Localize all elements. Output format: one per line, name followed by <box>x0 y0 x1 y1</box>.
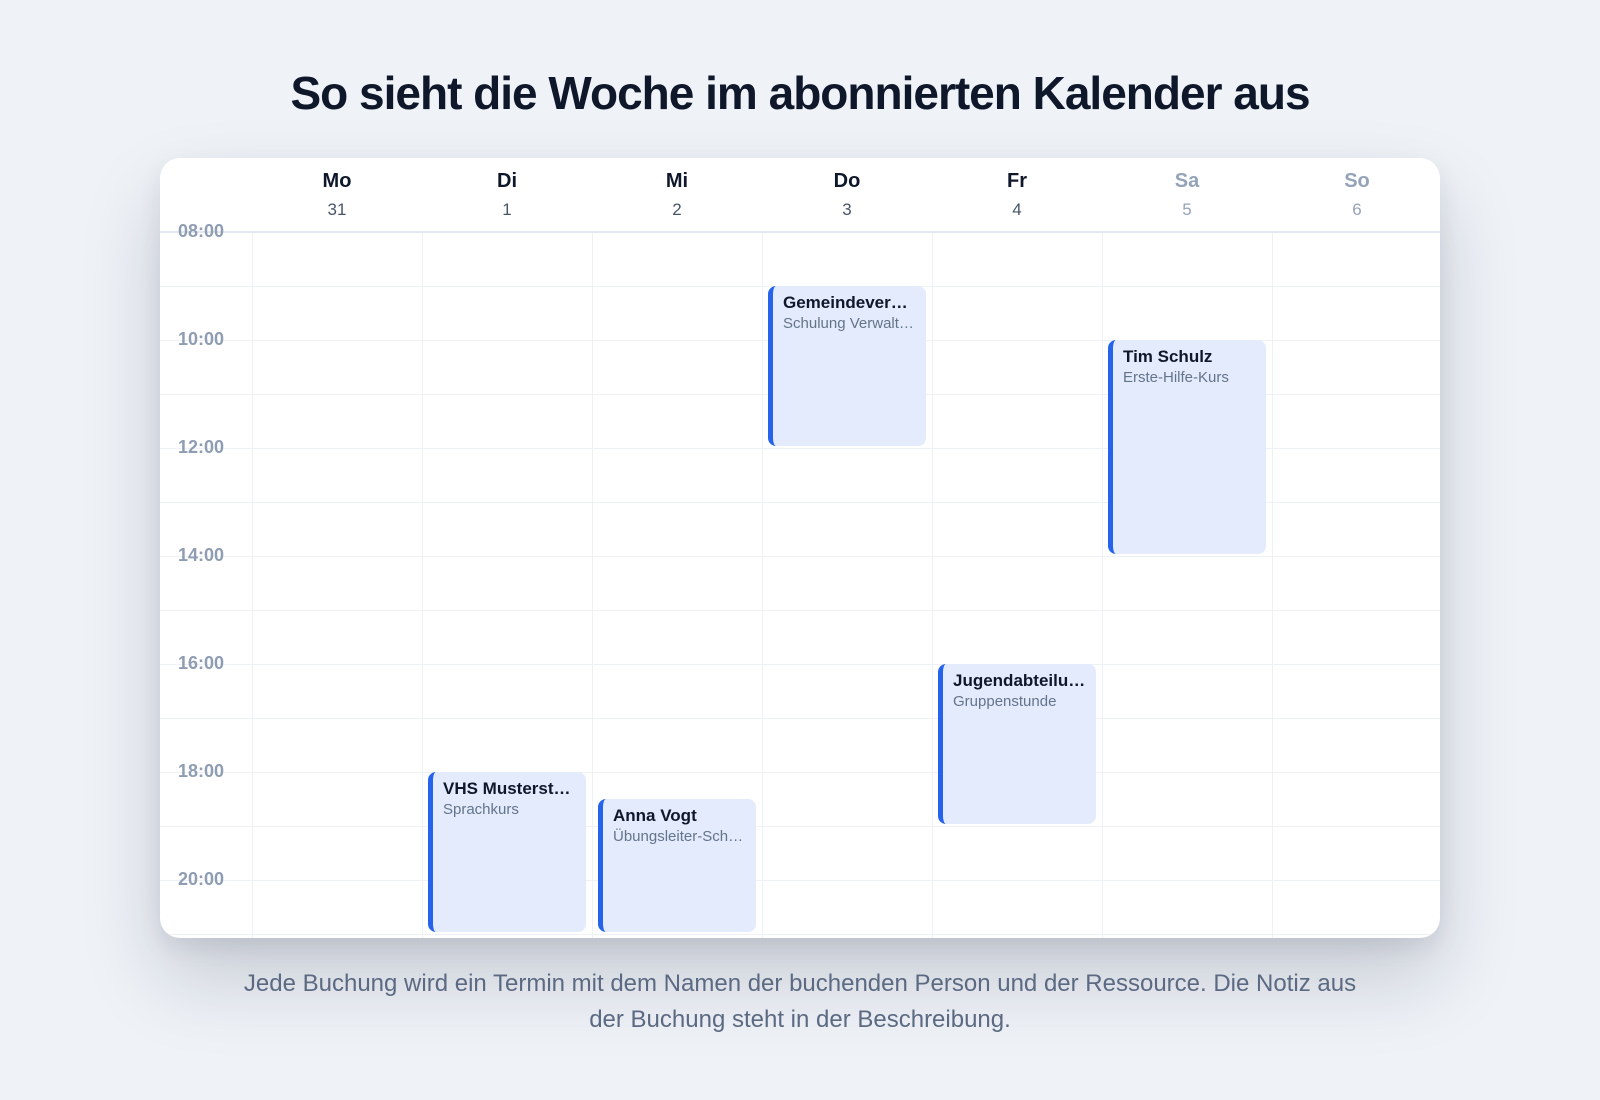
hour-gridline <box>160 880 1440 881</box>
day-header-sa[interactable]: Sa 5 <box>1102 158 1272 232</box>
event-title: Gemeindeverwaltung <box>783 293 918 312</box>
hour-gridline <box>160 556 1440 557</box>
time-label: 08:00 <box>178 221 225 241</box>
header-divider <box>160 231 1440 233</box>
calendar-event[interactable]: Tim Schulz Erste-Hilfe-Kurs <box>1108 340 1266 554</box>
day-header-di[interactable]: Di 1 <box>422 158 592 232</box>
time-label: 18:00 <box>178 761 225 781</box>
day-header-do[interactable]: Do 3 <box>762 158 932 232</box>
hour-gridline <box>160 718 1440 719</box>
hour-gridline <box>160 610 1440 611</box>
day-column-divider <box>252 233 253 938</box>
day-date: 1 <box>502 200 512 219</box>
day-header-fr[interactable]: Fr 4 <box>932 158 1102 232</box>
day-date: 5 <box>1182 200 1192 219</box>
day-column-divider <box>1272 233 1273 938</box>
day-column-divider <box>1102 233 1103 938</box>
day-name: Mi <box>665 170 689 192</box>
day-date: 6 <box>1352 200 1362 219</box>
day-header-so[interactable]: So 6 <box>1272 158 1440 232</box>
hour-gridline <box>160 772 1440 773</box>
day-date: 4 <box>1012 200 1022 219</box>
day-name: Di <box>497 170 517 192</box>
day-date: 3 <box>842 200 852 219</box>
day-column-divider <box>762 233 763 938</box>
day-date: 31 <box>327 200 347 219</box>
calendar-event[interactable]: VHS Musterstadt Sprachkurs <box>428 772 586 932</box>
time-label: 10:00 <box>178 329 225 349</box>
day-name: Fr <box>1007 170 1027 192</box>
event-subtitle: Erste-Hilfe-Kurs <box>1123 369 1229 386</box>
day-header-mo[interactable]: Mo 31 <box>252 158 422 232</box>
calendar-event[interactable]: Anna Vogt Übungsleiter-Schulung <box>598 799 756 932</box>
hour-gridline <box>160 934 1440 935</box>
time-label: 20:00 <box>178 869 225 889</box>
page-headline: So sieht die Woche im abonnierten Kalend… <box>290 67 1310 119</box>
day-column-divider <box>592 233 593 938</box>
hour-gridline <box>160 664 1440 665</box>
day-name: So <box>1344 170 1370 192</box>
calendar-event[interactable]: Jugendabteilung Gruppenstunde <box>938 664 1096 824</box>
day-date: 2 <box>672 200 682 219</box>
day-column-divider <box>932 233 933 938</box>
day-header-mi[interactable]: Mi 2 <box>592 158 762 232</box>
time-label: 14:00 <box>178 545 225 565</box>
event-title: Anna Vogt <box>613 806 697 825</box>
hour-gridline <box>160 826 1440 827</box>
day-name: Sa <box>1174 170 1200 192</box>
event-subtitle: Übungsleiter-Schulung <box>613 828 748 845</box>
event-title: Tim Schulz <box>1123 347 1213 366</box>
hour-gridline <box>160 502 1440 503</box>
calendar-event[interactable]: Gemeindeverwaltung Schulung Verwaltung <box>768 286 926 446</box>
caption: Jede Buchung wird ein Termin mit dem Nam… <box>243 970 1357 1033</box>
hour-gridline <box>160 448 1440 449</box>
day-name: Do <box>833 170 861 192</box>
event-subtitle: Gruppenstunde <box>953 693 1057 710</box>
event-title: VHS Musterstadt <box>443 779 578 798</box>
time-label: 12:00 <box>178 437 225 457</box>
event-title: Jugendabteilung <box>953 671 1088 690</box>
week-calendar: Mo 31 Di 1 Mi 2 Do 3 Fr 4 Sa 5 So 6 08:00 10:00 12:00 14:… <box>160 158 1440 938</box>
time-label: 16:00 <box>178 653 225 673</box>
day-name: Mo <box>322 170 352 192</box>
event-subtitle: Sprachkurs <box>443 801 519 818</box>
event-subtitle: Schulung Verwaltung <box>783 315 918 332</box>
day-column-divider <box>422 233 423 938</box>
